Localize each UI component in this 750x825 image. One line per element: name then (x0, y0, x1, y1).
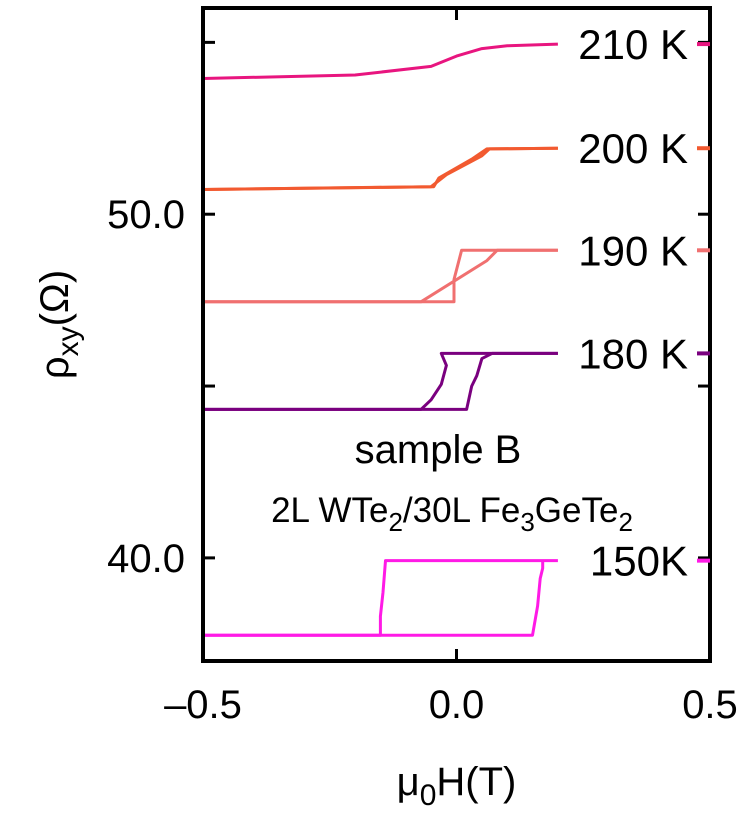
series-label-210k: 210 K (578, 21, 688, 68)
x-tick-label: –0.5 (164, 683, 242, 727)
x-tick-label: 0.0 (429, 683, 485, 727)
annotation-sample: sample B (355, 428, 522, 472)
y-axis-label: ρxy(Ω) (33, 270, 85, 379)
series-line-180k-2 (203, 351, 558, 411)
series-line-150k-1 (203, 560, 545, 637)
series-label-190k: 190 K (578, 227, 688, 274)
series-line-200k-2 (202, 146, 558, 191)
y-tick-label: 50.0 (107, 193, 185, 237)
curves-layer (202, 42, 558, 637)
series-line-210k-1 (202, 42, 558, 80)
series-line-150k-2 (203, 559, 558, 637)
x-tick-label: 0.5 (682, 683, 738, 727)
x-axis-label: μ0H(T) (397, 760, 517, 812)
series-label-200k: 200 K (578, 125, 688, 172)
ticks-layer: –0.5 0.0 0.5 40.0 50.0 (107, 8, 738, 727)
y-tick-label: 40.0 (107, 537, 185, 581)
series-labels-layer: 150K 180 K 190 K 200 K 210 K (578, 21, 710, 585)
series-line-180k-1 (203, 351, 558, 411)
annotation-structure: 2L WTe2/30L Fe3GeTe2 (271, 491, 633, 537)
series-line-200k-1 (202, 146, 558, 191)
series-label-180k: 180 K (578, 330, 688, 377)
series-line-190k-2 (203, 248, 558, 304)
series-label-150k: 150K (590, 538, 688, 585)
series-line-190k-1 (203, 248, 558, 304)
